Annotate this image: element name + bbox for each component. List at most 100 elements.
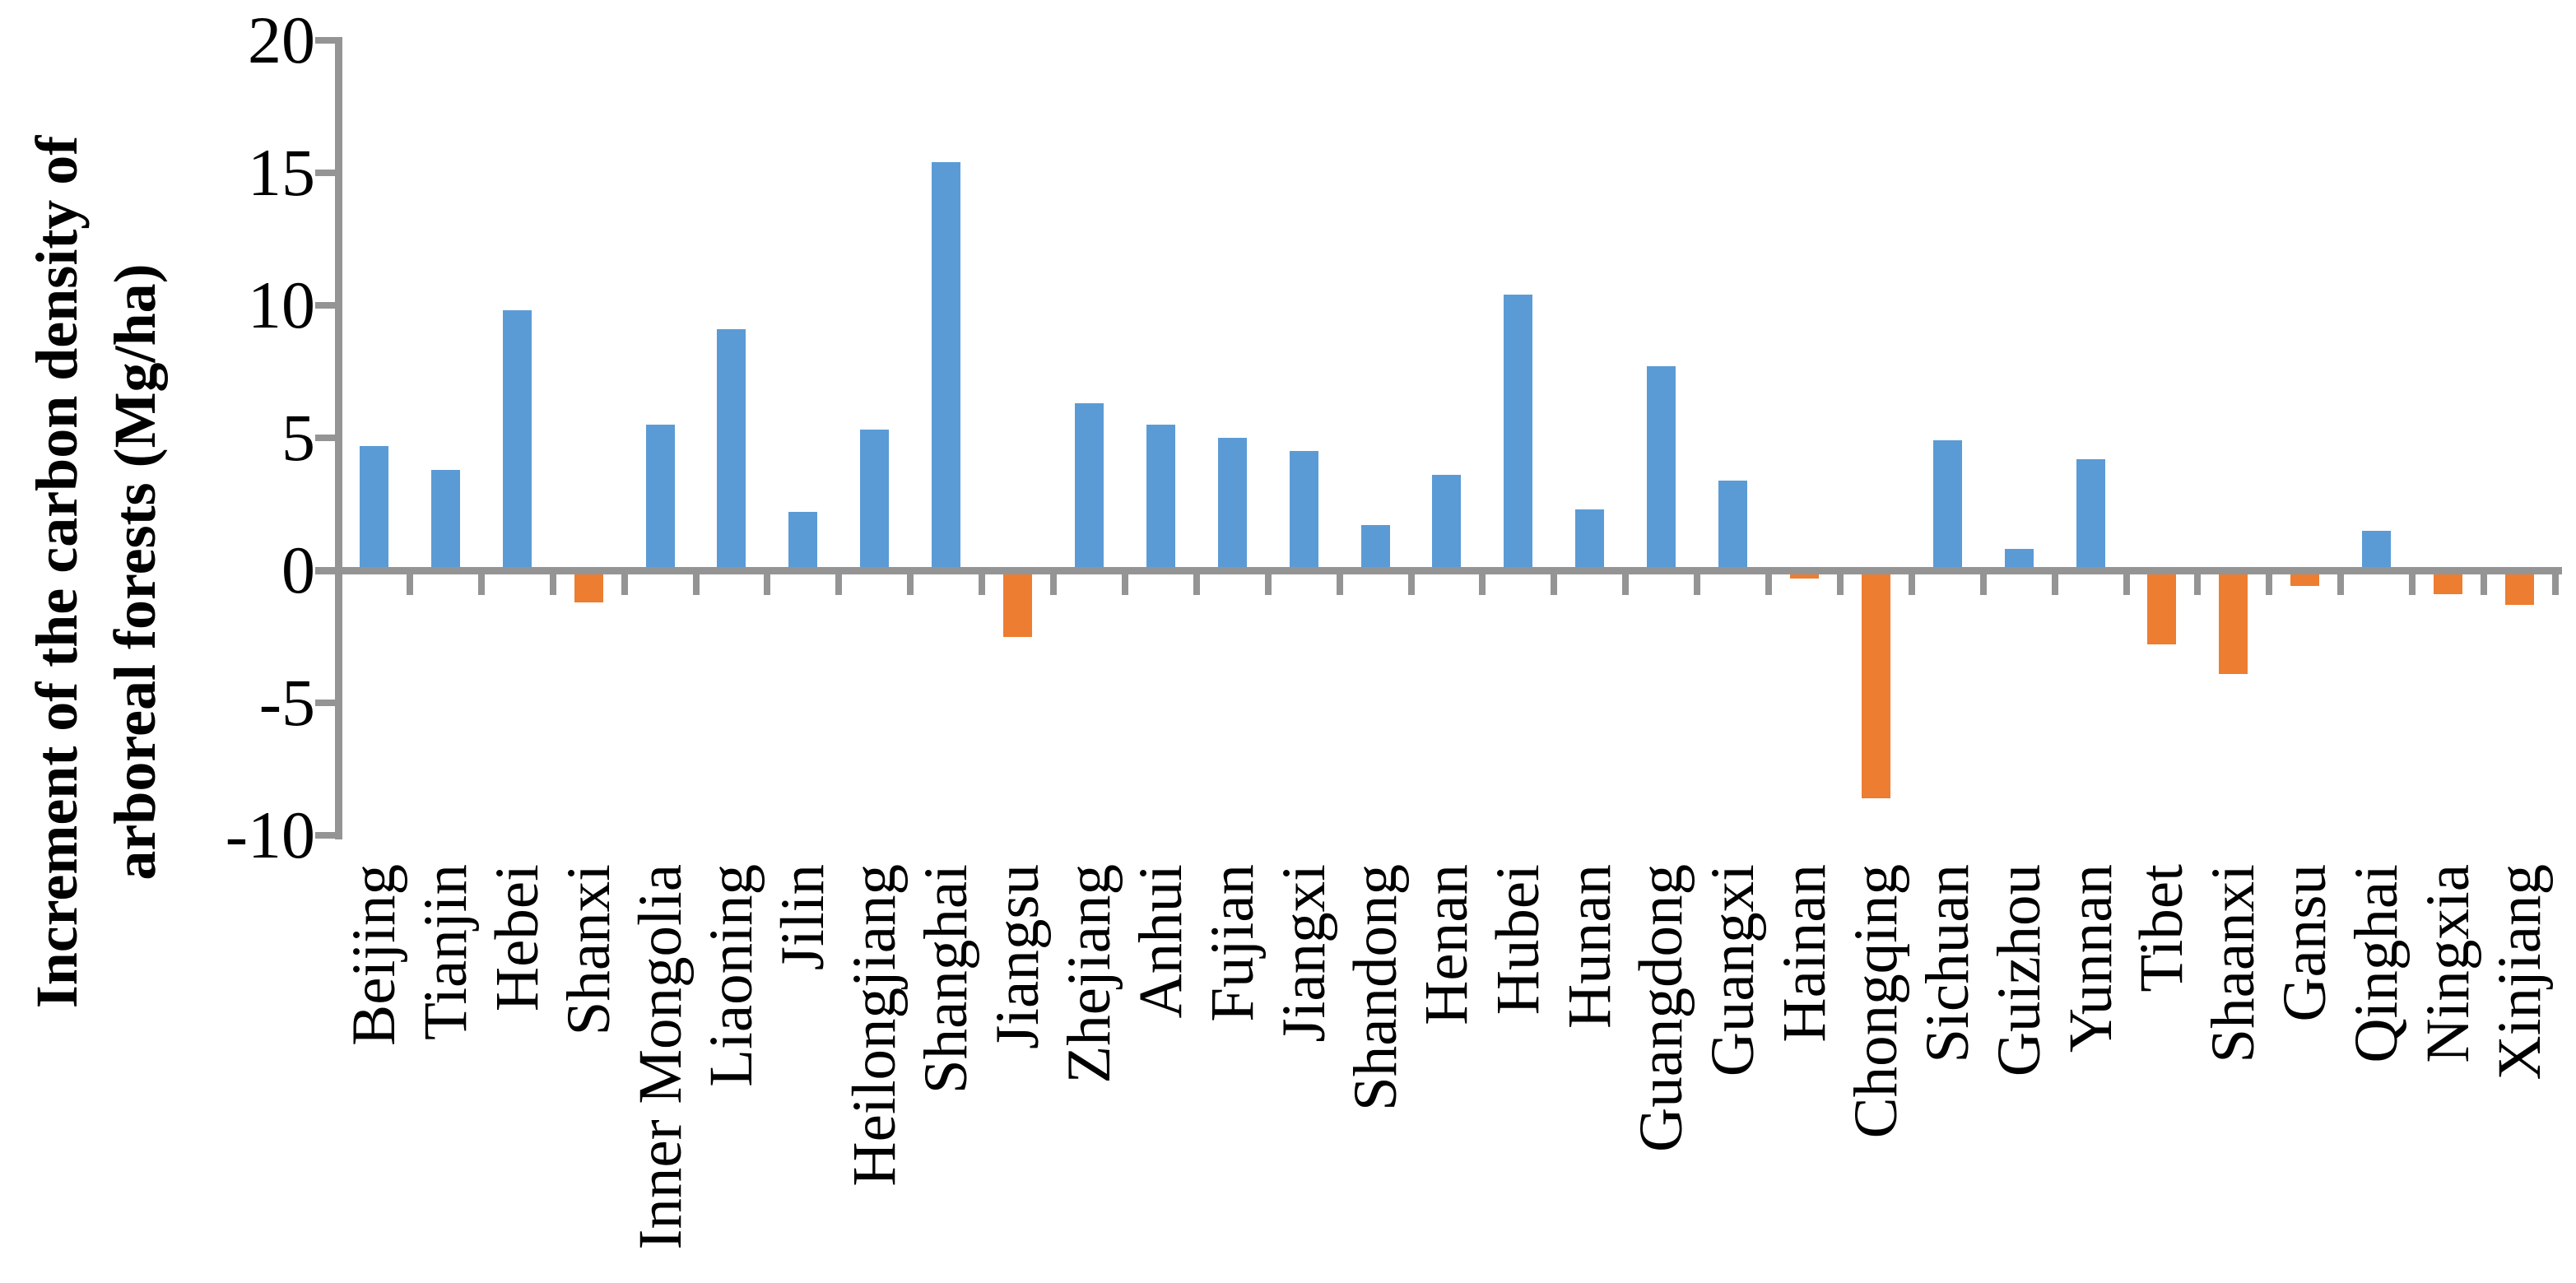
x-category-label-text: Henan xyxy=(1412,864,1481,1025)
x-category-label-text: Guangdong xyxy=(1627,864,1696,1152)
x-tick xyxy=(2551,574,2559,595)
bar-fujian xyxy=(1217,438,1247,570)
x-tick xyxy=(1407,574,1415,595)
y-axis-title: Increment of the carbon density of arbor… xyxy=(18,41,174,1103)
x-category-label-text: Shaanxi xyxy=(2199,864,2268,1063)
bar-tianjin xyxy=(430,469,460,570)
bar-yunnan xyxy=(2076,458,2105,570)
bar-hebei xyxy=(502,310,532,570)
bar-sichuan xyxy=(1932,440,1962,570)
bar-beijing xyxy=(359,445,388,570)
x-category-label-text: Zhejiang xyxy=(1054,864,1123,1084)
x-category-label-text: Shandong xyxy=(1341,864,1410,1111)
x-category-label-text: Liaoning xyxy=(697,864,766,1087)
x-category-label-text: Fujian xyxy=(1197,864,1267,1022)
y-axis-title-line2: arboreal forests (Mg/ha) xyxy=(102,263,168,881)
bar-shanxi xyxy=(574,570,603,602)
x-tick xyxy=(1836,574,1844,595)
bar-tibet xyxy=(2147,570,2177,645)
bar-hubei xyxy=(1504,295,1533,570)
x-category-label-text: Shanxi xyxy=(554,864,623,1036)
x-category-label-text: Inner Mongolia xyxy=(625,864,695,1250)
x-tick xyxy=(1979,574,1987,595)
bar-inner-mongolia xyxy=(645,424,675,570)
bar-guangdong xyxy=(1647,366,1676,570)
x-tick xyxy=(2409,574,2416,595)
y-tick xyxy=(315,37,338,44)
bar-xinjiang xyxy=(2504,570,2534,605)
x-tick xyxy=(1622,574,1630,595)
x-tick xyxy=(764,574,771,595)
x-tick xyxy=(2194,574,2202,595)
x-tick xyxy=(1336,574,1343,595)
bar-liaoning xyxy=(717,328,746,570)
bar-anhui xyxy=(1146,424,1175,570)
bar-jilin xyxy=(788,512,818,570)
x-category-label-text: Jiangxi xyxy=(1269,864,1338,1043)
y-axis-title-line1: Increment of the carbon density of xyxy=(24,135,90,1009)
x-tick xyxy=(406,574,413,595)
x-axis-line xyxy=(315,567,2562,574)
bar-jiangsu xyxy=(1003,570,1033,637)
bar-shandong xyxy=(1360,525,1390,570)
x-category-label-text: Chongqing xyxy=(1841,864,1910,1139)
x-category-label-text: Gansu xyxy=(2271,864,2340,1022)
bar-guizhou xyxy=(2004,549,2034,570)
x-tick xyxy=(477,574,485,595)
x-category-label-text: Heilongjiang xyxy=(840,864,909,1187)
x-tick xyxy=(2266,574,2273,595)
x-tick xyxy=(1193,574,1200,595)
y-tick xyxy=(315,700,338,706)
x-category-label-text: Anhui xyxy=(1126,864,1195,1019)
bar-heilongjiang xyxy=(860,430,890,570)
y-tick-label: 0 xyxy=(281,532,315,607)
x-category-label-text: Yunnan xyxy=(2056,864,2125,1053)
x-category-label-text: Guizhou xyxy=(1984,864,2053,1077)
x-tick xyxy=(1694,574,1701,595)
x-category-label-text: Qinghai xyxy=(2342,864,2411,1063)
y-tick xyxy=(315,302,338,309)
x-category-label-text: Beijing xyxy=(339,864,408,1046)
x-tick xyxy=(1264,574,1272,595)
y-tick-label: 15 xyxy=(248,135,315,210)
x-tick xyxy=(692,574,700,595)
y-tick-label: 10 xyxy=(248,267,315,342)
x-category-label-text: Jilin xyxy=(769,864,838,971)
y-tick-label: 5 xyxy=(281,400,315,475)
x-tick xyxy=(835,574,843,595)
x-category-label-text: Tibet xyxy=(2127,864,2197,992)
x-tick xyxy=(907,574,914,595)
y-tick-label: -5 xyxy=(258,665,315,740)
x-tick xyxy=(1765,574,1772,595)
x-tick xyxy=(1479,574,1486,595)
x-tick xyxy=(549,574,556,595)
y-tick-label: 20 xyxy=(248,2,315,77)
x-category-label-text: Xinjiang xyxy=(2485,864,2554,1081)
bar-shaanxi xyxy=(2219,570,2248,674)
x-category-label-text: Hainan xyxy=(1769,864,1839,1043)
x-category-label-text: Hebei xyxy=(482,864,551,1012)
bar-jiangxi xyxy=(1289,451,1318,570)
bar-guangxi xyxy=(1718,480,1748,570)
y-tick-label: -10 xyxy=(225,797,315,872)
bar-qinghai xyxy=(2362,530,2392,570)
x-category-label-text: Guangxi xyxy=(1699,864,1768,1077)
bar-henan xyxy=(1432,475,1462,570)
x-category-label-text: Hunan xyxy=(1555,864,1625,1029)
x-tick xyxy=(1050,574,1057,595)
x-category-label-text: Hubei xyxy=(1484,864,1553,1016)
x-tick xyxy=(2337,574,2345,595)
x-category-label-text: Tianjin xyxy=(411,864,480,1040)
bar-zhejiang xyxy=(1074,403,1104,570)
y-tick xyxy=(315,832,338,839)
y-tick xyxy=(315,170,338,176)
x-category-label-text: Shanghai xyxy=(912,864,981,1095)
y-axis-line xyxy=(335,37,342,839)
x-tick xyxy=(979,574,986,595)
x-category-label-text: Jiangsu xyxy=(983,864,1053,1049)
x-category-label-text: Ningxia xyxy=(2414,864,2483,1063)
x-category-label-text: Sichuan xyxy=(1913,864,1982,1063)
x-tick xyxy=(2123,574,2130,595)
bar-shanghai xyxy=(932,162,961,570)
